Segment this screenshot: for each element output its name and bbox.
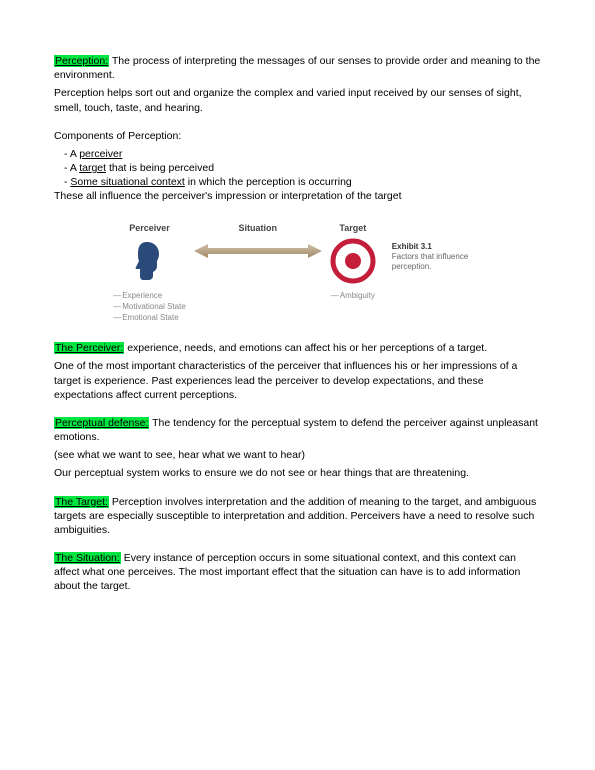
diagram-situation-label: Situation [239, 222, 278, 234]
perceiver-term: The Perceiver: [54, 342, 124, 354]
component-2-term: target [79, 162, 106, 174]
target-definition: The Target: Perception involves interpre… [54, 495, 541, 538]
component-item-3: - Some situational context in which the … [54, 175, 541, 189]
perceiver-sub-3: Emotional State [113, 312, 186, 323]
perception-definition: Perception: The process of interpreting … [54, 54, 541, 82]
components-summary: These all influence the perceiver's impr… [54, 189, 541, 203]
target-inner-dot [345, 253, 361, 269]
perceiver-sub-1: Experience [113, 290, 186, 301]
component-3-term: Some situational context [70, 176, 184, 188]
target-bullseye-icon [330, 238, 376, 284]
situation-term: The Situation: [54, 552, 121, 564]
components-heading: Components of Perception: [54, 129, 541, 143]
diagram-perceiver-subs: Experience Motivational State Emotional … [113, 290, 186, 324]
perception-def-text: The process of interpreting the messages… [54, 55, 540, 81]
component-2-suffix: that is being perceived [106, 162, 214, 174]
situation-def-text: Every instance of perception occurs in s… [54, 552, 520, 592]
arrow-shape [194, 244, 322, 258]
head-path [135, 242, 158, 280]
perception-diagram: Perceiver Experience Motivational State … [54, 222, 541, 324]
exhibit-title: Exhibit 3.1 [392, 242, 482, 252]
diagram-perceiver-label: Perceiver [129, 222, 170, 234]
component-item-1: - A perceiver [54, 147, 541, 161]
target-def-text: Perception involves interpretation and t… [54, 496, 536, 536]
target-term: The Target: [54, 496, 109, 508]
component-1-prefix: - A [64, 148, 79, 160]
perceiver-def-text: experience, needs, and emotions can affe… [124, 342, 487, 354]
perception-detail: Perception helps sort out and organize t… [54, 86, 541, 114]
target-sub-1: Ambiguity [331, 290, 375, 301]
component-item-2: - A target that is being perceived [54, 161, 541, 175]
defense-term: Perceptual defense: [54, 417, 149, 429]
diagram-perceiver-col: Perceiver Experience Motivational State … [113, 222, 186, 324]
exhibit-text: Factors that influence perception. [392, 252, 482, 273]
perceiver-sub-2: Motivational State [113, 301, 186, 312]
component-3-suffix: in which the perception is occurring [185, 176, 352, 188]
head-silhouette-icon [127, 238, 173, 284]
diagram-target-label: Target [339, 222, 366, 234]
perceiver-definition: The Perceiver: experience, needs, and em… [54, 341, 541, 355]
perception-term: Perception: [54, 55, 109, 67]
diagram-arrow-col: Situation [194, 238, 322, 260]
defense-detail: Our perceptual system works to ensure we… [54, 466, 541, 480]
diagram-target-subs: Ambiguity [331, 290, 375, 301]
perceiver-detail: One of the most important characteristic… [54, 359, 541, 402]
situation-definition: The Situation: Every instance of percept… [54, 551, 541, 594]
defense-definition: Perceptual defense: The tendency for the… [54, 416, 541, 444]
component-2-prefix: - A [64, 162, 79, 174]
diagram-target-col: Target Ambiguity [330, 222, 376, 301]
exhibit-caption: Exhibit 3.1 Factors that influence perce… [392, 242, 482, 273]
defense-aside: (see what we want to see, hear what we w… [54, 448, 541, 462]
component-1-term: perceiver [79, 148, 122, 160]
double-arrow-icon [194, 242, 322, 260]
